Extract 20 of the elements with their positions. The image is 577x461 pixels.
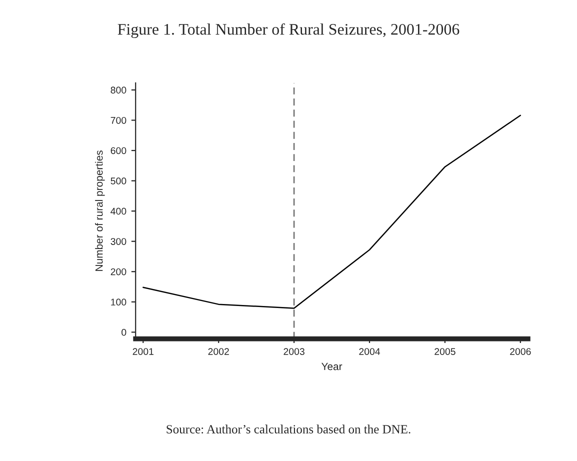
x-tick-label: 2006 xyxy=(510,348,531,356)
y-tick-label: 800 xyxy=(110,86,126,94)
x-tick-label: 2004 xyxy=(359,348,380,356)
x-axis-title: Year xyxy=(321,362,342,370)
y-tick-label: 100 xyxy=(111,298,126,306)
y-tick-label: 300 xyxy=(110,238,126,245)
x-tick-label: 2005 xyxy=(434,348,456,356)
y-tick-label: 500 xyxy=(110,178,126,184)
x-tick-label: 2002 xyxy=(208,348,229,356)
y-tick-label: 0 xyxy=(122,328,126,336)
y-axis-title: Number of rural properties xyxy=(95,150,105,271)
y-tick-label: 400 xyxy=(110,208,126,215)
y-tick-label: 700 xyxy=(110,116,126,124)
chart-title: Figure 1. Total Number of Rural Seizures, 2001-2006 xyxy=(118,23,460,38)
x-tick-label: 2001 xyxy=(132,348,154,356)
y-tick-label: 600 xyxy=(110,147,126,154)
x-tick-label: 2003 xyxy=(284,348,304,356)
source-note: Source: Author’s calculations based on the DNE. xyxy=(166,424,410,434)
y-tick-label: 200 xyxy=(110,268,126,276)
line-series xyxy=(142,114,522,309)
